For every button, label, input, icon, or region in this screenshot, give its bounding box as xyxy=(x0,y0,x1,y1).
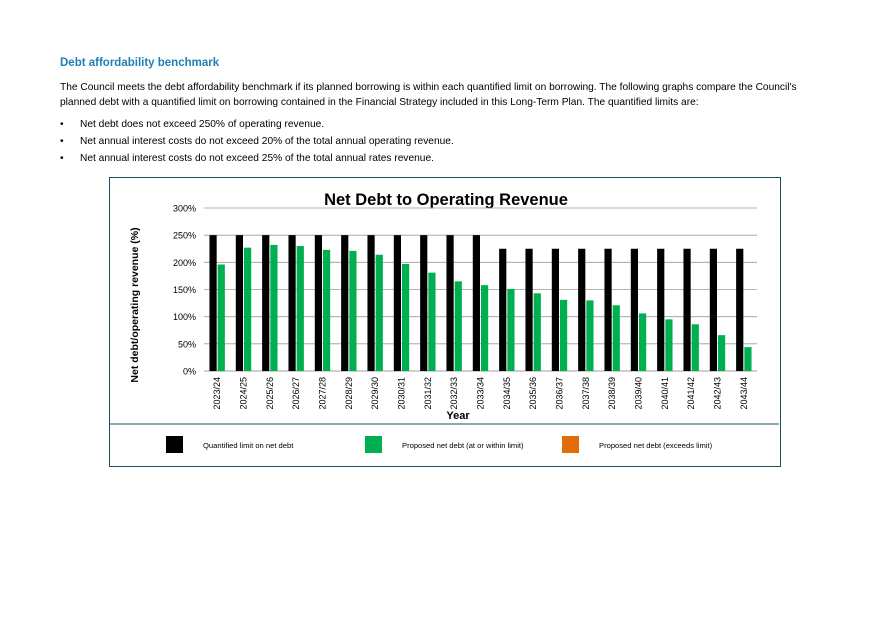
x-tick-label: 2037/38 xyxy=(581,377,591,410)
x-axis-label: Year xyxy=(446,410,470,422)
x-tick-label: 2034/35 xyxy=(502,377,512,410)
bar-limit xyxy=(341,235,349,371)
x-tick-label: 2040/41 xyxy=(660,377,670,410)
net-debt-chart: Net Debt to Operating Revenue 0% 50% 100% 1… xyxy=(110,191,779,453)
limits-list: • Net debt does not exceed 250% of operat… xyxy=(60,116,454,167)
y-tick-label: 0% xyxy=(183,367,196,377)
legend-swatch xyxy=(166,436,183,453)
y-axis-ticks: 0% 50% 100% 150% 200% 250% 300% xyxy=(173,204,196,377)
bar-proposed xyxy=(612,305,620,371)
bar-limit xyxy=(736,248,744,371)
list-item-text: Net debt does not exceed 250% of operati… xyxy=(80,119,325,130)
bar-limit xyxy=(209,235,217,371)
y-tick-label: 150% xyxy=(173,285,196,295)
bar-proposed xyxy=(323,249,331,371)
y-tick-label: 50% xyxy=(178,339,196,349)
bar-proposed xyxy=(454,281,462,371)
y-tick-label: 100% xyxy=(173,312,196,322)
bar-proposed xyxy=(428,272,436,371)
legend-label: Proposed net debt (exceeds limit) xyxy=(599,441,713,450)
section-heading: Debt affordability benchmark xyxy=(60,57,220,69)
bullet-icon: • xyxy=(60,153,64,164)
bar-limit xyxy=(709,248,717,371)
bullet-icon: • xyxy=(60,119,64,130)
list-item: • Net annual interest costs do not exceed… xyxy=(60,133,454,150)
x-tick-label: 2029/30 xyxy=(370,377,380,410)
bar-limit xyxy=(288,235,296,371)
x-tick-label: 2032/33 xyxy=(449,377,459,410)
x-tick-label: 2036/37 xyxy=(555,377,565,410)
bar-proposed xyxy=(270,244,278,371)
bar-limit xyxy=(446,235,454,371)
bar-proposed xyxy=(296,246,304,371)
bar-limit xyxy=(314,235,322,371)
chart-legend: Quantified limit on net debt Proposed net… xyxy=(166,436,713,453)
bar-proposed xyxy=(718,335,726,371)
x-tick-label: 2026/27 xyxy=(291,377,301,410)
bar-limit xyxy=(472,235,480,371)
x-tick-label: 2028/29 xyxy=(344,377,354,410)
x-tick-label: 2043/44 xyxy=(739,377,749,410)
intro-paragraph: The Council meets the debt affordability… xyxy=(60,82,797,108)
legend-label: Quantified limit on net debt xyxy=(203,441,294,450)
bar-proposed xyxy=(402,263,410,371)
bar-proposed xyxy=(691,324,699,371)
bullet-icon: • xyxy=(60,136,64,147)
bar-proposed xyxy=(244,247,252,371)
x-tick-label: 2031/32 xyxy=(423,377,433,410)
x-tick-label: 2030/31 xyxy=(397,377,407,410)
x-tick-label: 2027/28 xyxy=(318,377,328,410)
x-tick-label: 2041/42 xyxy=(686,377,696,410)
bar-limit xyxy=(578,248,586,371)
bar-limit xyxy=(683,248,691,371)
bar-proposed xyxy=(217,264,225,371)
bar-proposed xyxy=(560,299,568,371)
bar-limit xyxy=(499,248,507,371)
list-item-text: Net annual interest costs do not exceed … xyxy=(80,153,434,164)
bar-limit xyxy=(420,235,428,371)
y-tick-label: 300% xyxy=(173,204,196,214)
list-item: • Net annual interest costs do not exceed… xyxy=(60,150,454,167)
x-tick-label: 2035/36 xyxy=(528,377,538,410)
list-item: • Net debt does not exceed 250% of operat… xyxy=(60,116,454,133)
chart-gridlines xyxy=(204,207,757,372)
legend-swatch xyxy=(562,436,579,453)
bar-proposed xyxy=(507,288,515,371)
bar-proposed xyxy=(586,300,594,371)
bar-limit xyxy=(393,235,401,371)
list-item-text: Net annual interest costs do not exceed … xyxy=(80,136,454,147)
bar-limit xyxy=(657,248,665,371)
x-tick-label: 2024/25 xyxy=(239,377,249,410)
legend-swatch xyxy=(365,436,382,453)
x-tick-label: 2025/26 xyxy=(265,377,275,410)
bar-proposed xyxy=(349,250,357,371)
bar-limit xyxy=(235,235,243,371)
bar-proposed xyxy=(639,313,647,371)
x-tick-label: 2023/24 xyxy=(212,377,222,410)
legend-label: Proposed net debt (at or within limit) xyxy=(402,441,524,450)
bar-limit xyxy=(367,235,375,371)
chart-title: Net Debt to Operating Revenue xyxy=(324,191,568,209)
bar-limit xyxy=(604,248,612,371)
y-axis-label: Net debt/operating revenue (%) xyxy=(129,227,141,382)
bar-limit xyxy=(551,248,559,371)
chart-frame: Net Debt to Operating Revenue 0% 50% 100% 1… xyxy=(109,177,781,467)
bar-limit xyxy=(262,235,270,371)
x-axis-ticks: 2023/24 2024/25 2025/26 2026/27 2027/28 2028/… xyxy=(212,377,749,410)
y-tick-label: 250% xyxy=(173,231,196,241)
x-tick-label: 2033/34 xyxy=(476,377,486,410)
x-tick-label: 2039/40 xyxy=(634,377,644,410)
bar-limit xyxy=(525,248,533,371)
bar-proposed xyxy=(533,293,541,371)
bar-proposed xyxy=(481,285,489,371)
x-tick-label: 2038/39 xyxy=(607,377,617,410)
y-tick-label: 200% xyxy=(173,258,196,268)
bar-limit xyxy=(630,248,638,371)
chart-bars xyxy=(209,235,752,371)
bar-proposed xyxy=(665,319,673,371)
bar-proposed xyxy=(375,254,383,371)
x-tick-label: 2042/43 xyxy=(713,377,723,410)
bar-proposed xyxy=(744,347,752,371)
